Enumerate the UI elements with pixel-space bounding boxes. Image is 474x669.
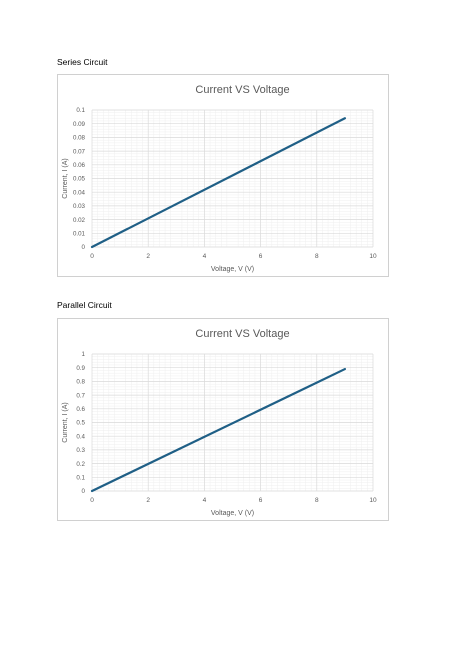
parallel-chart-y-tick-label: 0 xyxy=(82,488,86,495)
series-chart-y-tick-label: 0.1 xyxy=(76,107,85,114)
parallel-chart-y-tick-label: 0.6 xyxy=(76,406,85,413)
parallel-chart-x-tick-label: 2 xyxy=(146,497,150,504)
series-chart-y-tick-label: 0.07 xyxy=(73,148,86,155)
parallel-chart-y-tick-label: 0.1 xyxy=(76,475,85,482)
parallel-chart-x-tick-label: 8 xyxy=(315,497,319,504)
parallel-chart-x-axis-label: Voltage, V (V) xyxy=(211,510,254,517)
series-chart-y-tick-label: 0.01 xyxy=(73,231,86,238)
series-chart-y-tick-label: 0.08 xyxy=(73,135,86,142)
parallel-chart-title: Current VS Voltage xyxy=(195,328,289,340)
series-chart-x-tick-label: 10 xyxy=(369,253,377,260)
series-chart-y-tick-label: 0.04 xyxy=(73,189,86,196)
series-chart: Current VS Voltage 0 2 4 6 8 10 0 0.01 0.02 0.03 0.… xyxy=(62,84,377,273)
series-chart-series-line xyxy=(90,117,346,249)
series-chart-y-tick-label: 0.03 xyxy=(73,203,86,210)
series-chart-container: Current VS Voltage 0 2 4 6 8 10 0 0.01 0.02 0.03 0.… xyxy=(57,74,389,277)
series-chart-y-axis-label: Current, I (A) xyxy=(62,158,69,198)
parallel-chart-x-tick-label: 10 xyxy=(369,497,377,504)
series-circuit-heading: Series Circuit xyxy=(57,57,108,67)
series-chart-y-tick-label: 0.02 xyxy=(73,217,86,224)
series-chart-y-tick-label: 0 xyxy=(82,244,86,251)
parallel-chart-x-tick-label: 6 xyxy=(259,497,263,504)
parallel-chart-y-tick-label: 0.7 xyxy=(76,392,85,399)
parallel-chart-y-tick-label: 0.2 xyxy=(76,461,85,468)
series-chart-title: Current VS Voltage xyxy=(195,84,289,96)
parallel-chart-series-line xyxy=(90,367,346,493)
series-chart-y-tick-label: 0.06 xyxy=(73,162,86,169)
series-chart-x-tick-label: 4 xyxy=(203,253,207,260)
parallel-chart-y-axis-label: Current, I (A) xyxy=(62,402,69,442)
parallel-chart-container: Current VS Voltage 0 2 4 6 8 10 0 0.1 0.2 0.3 0.4 0.… xyxy=(57,318,389,521)
parallel-chart-x-tick-label: 0 xyxy=(90,497,94,504)
series-chart-x-tick-label: 8 xyxy=(315,253,319,260)
parallel-chart-y-tick-label: 0.9 xyxy=(76,365,85,372)
parallel-circuit-heading: Parallel Circuit xyxy=(57,300,112,310)
series-chart-x-tick-label: 2 xyxy=(146,253,150,260)
series-chart-x-axis-label: Voltage, V (V) xyxy=(211,266,254,273)
parallel-chart-y-tick-label: 0.5 xyxy=(76,420,85,427)
parallel-chart-y-tick-label: 0.3 xyxy=(76,447,85,454)
parallel-chart: Current VS Voltage 0 2 4 6 8 10 0 0.1 0.2 0.3 0.4 0.… xyxy=(62,328,377,517)
series-chart-y-tick-label: 0.09 xyxy=(73,121,86,128)
series-chart-y-tick-label: 0.05 xyxy=(73,176,86,183)
parallel-chart-y-tick-label: 0.4 xyxy=(76,433,85,440)
parallel-chart-y-tick-label: 1 xyxy=(82,351,86,358)
parallel-chart-x-tick-label: 4 xyxy=(203,497,207,504)
parallel-chart-y-tick-label: 0.8 xyxy=(76,379,85,386)
series-chart-x-tick-label: 0 xyxy=(90,253,94,260)
series-chart-x-tick-label: 6 xyxy=(259,253,263,260)
